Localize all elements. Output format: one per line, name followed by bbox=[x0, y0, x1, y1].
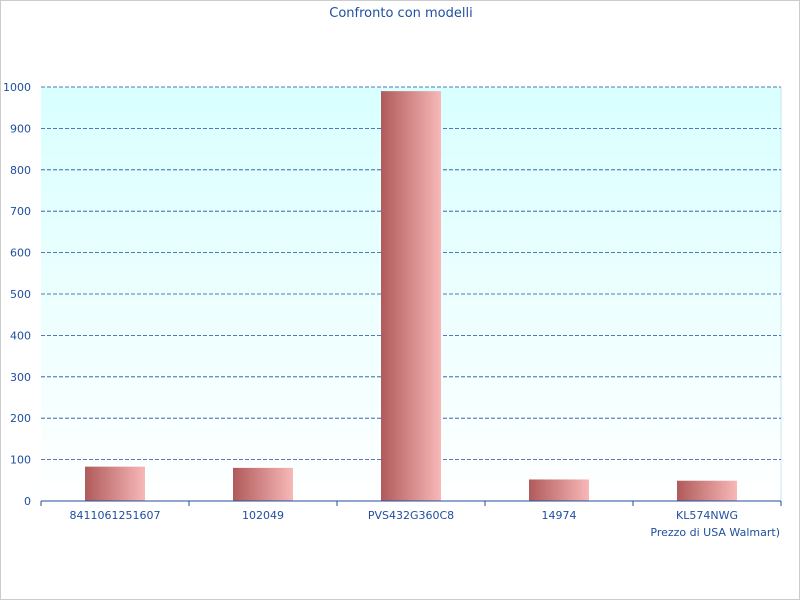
x-axis-ticks bbox=[40, 501, 782, 506]
y-tick-label: 100 bbox=[10, 454, 31, 467]
bars bbox=[85, 91, 737, 501]
x-tick-label: 14974 bbox=[542, 509, 577, 522]
y-tick-label: 400 bbox=[10, 329, 31, 342]
y-tick-label: 900 bbox=[10, 122, 31, 135]
y-axis-tick-labels: 0 100 200 300 400 500 600 700 800 900 1000 bbox=[3, 81, 31, 508]
bar bbox=[381, 91, 441, 501]
bar bbox=[677, 480, 737, 501]
y-tick-label: 1000 bbox=[3, 81, 31, 94]
bar bbox=[85, 466, 145, 501]
chart-title: Confronto con modelli bbox=[329, 6, 472, 21]
x-tick-label: KL574NWG bbox=[676, 509, 738, 522]
x-tick-label: 102049 bbox=[242, 509, 284, 522]
bar bbox=[529, 479, 589, 501]
x-tick-label: 8411061251607 bbox=[70, 509, 161, 522]
y-tick-label: 700 bbox=[10, 205, 31, 218]
y-tick-label: 0 bbox=[24, 495, 31, 508]
y-tick-label: 500 bbox=[10, 288, 31, 301]
y-tick-label: 600 bbox=[10, 247, 31, 260]
bar bbox=[233, 467, 293, 501]
y-tick-label: 200 bbox=[10, 412, 31, 425]
y-tick-label: 300 bbox=[10, 371, 31, 384]
x-axis-tick-labels: 8411061251607 102049 PVS432G360C8 14974 KL57… bbox=[70, 509, 738, 522]
x-tick-label: PVS432G360C8 bbox=[368, 509, 454, 522]
x-axis-label: Prezzo di USA Walmart) bbox=[650, 526, 780, 539]
y-tick-label: 800 bbox=[10, 164, 31, 177]
